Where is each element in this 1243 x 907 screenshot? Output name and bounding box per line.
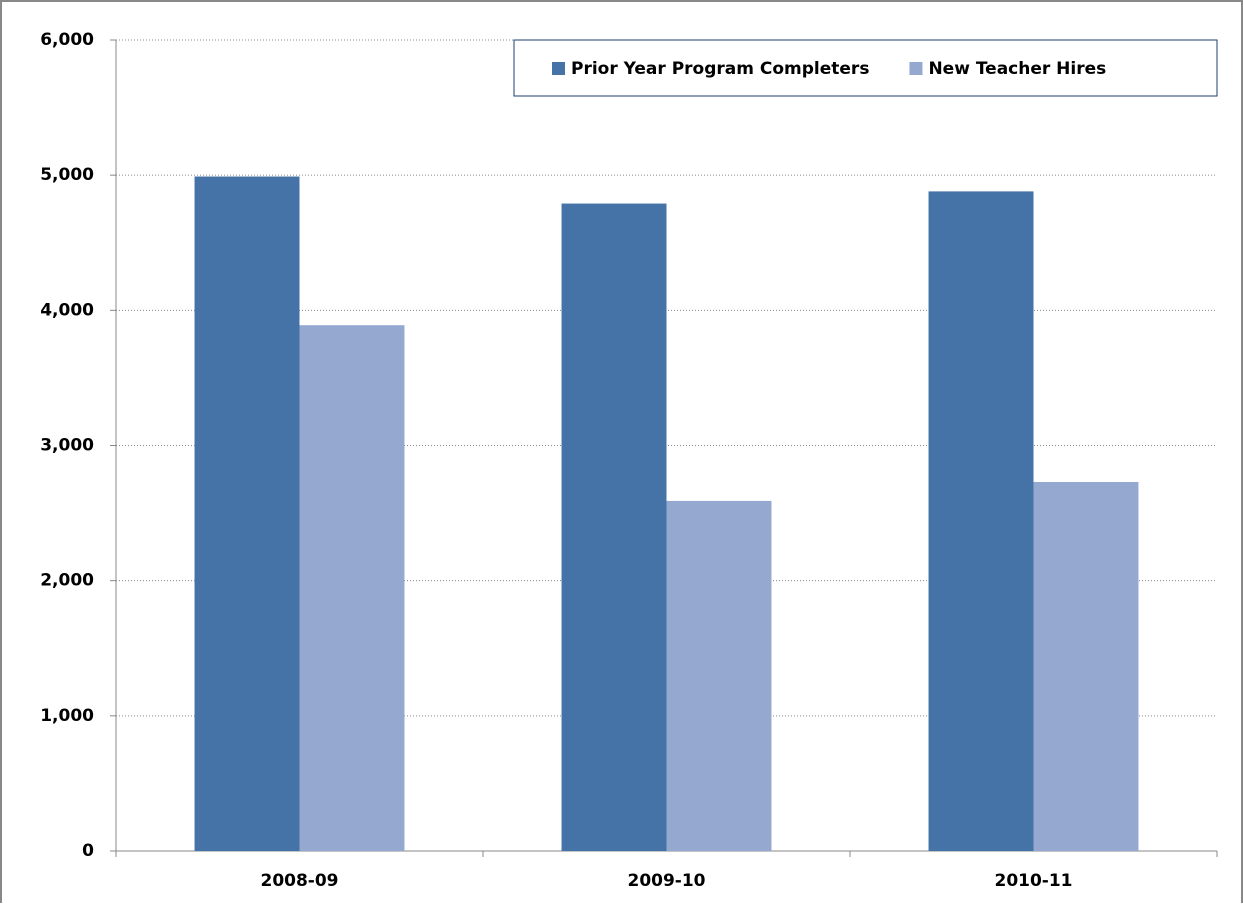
bar bbox=[561, 203, 667, 852]
y-tick-label: 1,000 bbox=[40, 706, 94, 726]
legend-label: Prior Year Program Completers bbox=[571, 59, 869, 79]
legend-swatch bbox=[909, 62, 923, 75]
y-tick-label: 6,000 bbox=[40, 30, 94, 50]
y-tick-label: 3,000 bbox=[40, 436, 94, 456]
y-tick-label: 0 bbox=[82, 841, 94, 861]
x-tick-label: 2010-11 bbox=[994, 871, 1072, 891]
y-tick-label: 5,000 bbox=[40, 165, 94, 185]
y-tick-label: 4,000 bbox=[40, 300, 94, 320]
x-tick-label: 2009-10 bbox=[627, 871, 705, 891]
legend-label: New Teacher Hires bbox=[928, 59, 1106, 79]
x-tick-label: 2008-09 bbox=[260, 871, 338, 891]
bar bbox=[299, 325, 405, 851]
bar bbox=[1033, 481, 1139, 851]
y-tick-label: 2,000 bbox=[40, 571, 94, 591]
legend-swatch bbox=[552, 62, 565, 75]
bar bbox=[194, 176, 300, 852]
legend-box bbox=[513, 39, 1218, 97]
bar bbox=[928, 191, 1034, 852]
bar bbox=[666, 500, 772, 851]
